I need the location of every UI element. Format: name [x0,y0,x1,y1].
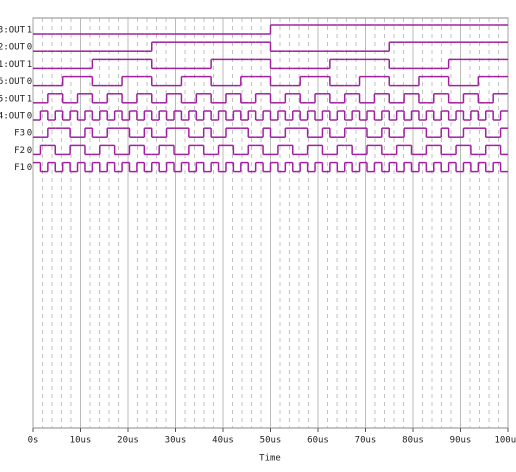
signal-state: 0 [27,77,32,87]
signal-name: F3 [14,129,25,139]
x-tick-label: 60us [307,436,329,446]
signal-state: 0 [27,129,32,139]
signal-name: X3:OUT [0,26,26,36]
signal-name: X6:OUT [0,77,26,87]
x-tick-label: 10us [70,436,92,446]
signal-name: X5:OUT [0,94,26,104]
x-tick-label: 100us [494,436,516,446]
signal-name: X2:OUT [0,43,26,53]
signal-name: F2 [14,146,25,156]
signal-name: F1 [14,163,25,173]
signal-state: 0 [27,112,32,122]
x-axis-label: Time [259,454,281,464]
signal-state: 1 [27,26,32,36]
signal-state: 1 [27,60,32,70]
x-tick-label: 30us [165,436,187,446]
signal-name: X4:OUT [0,112,26,122]
x-tick-label: 70us [355,436,377,446]
signal-state: 1 [27,94,32,104]
x-tick-label: 20us [117,436,139,446]
signal-state: 0 [27,146,32,156]
signal-name: X1:OUT [0,60,26,70]
signal-state: 0 [27,43,32,53]
signal-state: 0 [27,163,32,173]
x-tick-label: 80us [402,436,424,446]
x-tick-label: 90us [450,436,472,446]
x-tick-label: 0s [28,436,39,446]
x-tick-label: 50us [260,436,282,446]
x-tick-label: 40us [212,436,234,446]
